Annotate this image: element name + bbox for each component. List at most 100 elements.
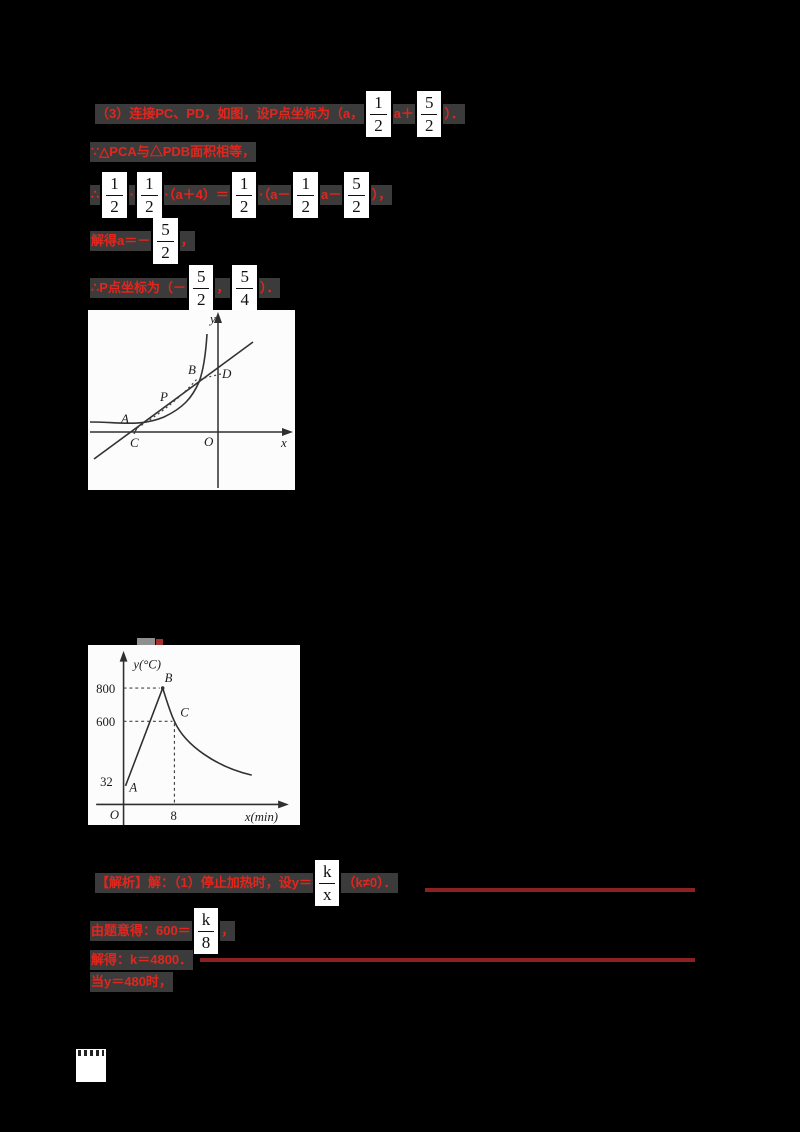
- math-text: a－: [319, 185, 343, 205]
- math-text: ）．: [443, 104, 465, 124]
- math-text: ，: [220, 921, 236, 941]
- y-axis-arrow-icon: [119, 650, 128, 662]
- fraction-numerator: 5: [236, 267, 253, 289]
- solution-line: （3）连接PC、PD，如图，设P点坐标为（a， 1 2 a＋ 5 2 ）．: [95, 88, 465, 140]
- fraction-denominator: 4: [240, 289, 249, 309]
- heating-line-AB: [124, 687, 164, 787]
- ytick-600: 600: [96, 715, 115, 729]
- fraction-numerator: 1: [106, 174, 123, 196]
- axis-label-x: x(min): [244, 810, 278, 824]
- fraction-numerator: 1: [297, 174, 314, 196]
- point-label-C: C: [180, 705, 189, 719]
- x-axis-arrow-icon: [278, 800, 289, 809]
- axis-label-x: x: [280, 435, 287, 450]
- fraction-denominator: 2: [374, 115, 383, 135]
- fraction-numerator: k: [197, 910, 215, 932]
- fraction-numerator: 5: [157, 220, 174, 242]
- solution-line: 由题意得：600＝ k 8，: [90, 905, 236, 957]
- math-text: ·（a－: [258, 185, 292, 205]
- fraction-numerator: 5: [348, 174, 365, 196]
- origin-label: O: [204, 434, 214, 449]
- fraction-numerator: 1: [370, 93, 387, 115]
- fraction-denominator: 2: [145, 196, 154, 216]
- fraction-denominator: 2: [239, 196, 249, 216]
- math-text: ∴: [90, 185, 101, 205]
- origin-label: O: [110, 808, 119, 822]
- point-label-P: P: [159, 389, 168, 404]
- math-text: 当y＝480时，: [90, 972, 173, 992]
- math-text: ∴P点坐标为（－: [90, 278, 187, 298]
- point-B-dot: [160, 686, 165, 690]
- page-corner-artifact: [76, 1049, 106, 1082]
- fraction-denominator: 8: [201, 932, 211, 952]
- scan-artifact: [137, 638, 155, 645]
- x-axis-arrow-icon: [282, 428, 293, 436]
- angle-tick: [133, 427, 138, 435]
- solution-line: ∵△PCA与△PDB面积相等，: [90, 142, 257, 162]
- solution-line: ∴P点坐标为（－ 5 2， 5 4 ）．: [90, 262, 281, 314]
- math-text: ）．: [258, 278, 281, 298]
- point-label-B: B: [188, 362, 196, 377]
- fraction-denominator: x: [322, 884, 332, 904]
- scan-artifact: [156, 639, 163, 645]
- solution-line: 当y＝480时，: [90, 972, 173, 992]
- fraction-denominator: 2: [424, 115, 434, 135]
- math-text: ，: [179, 231, 195, 251]
- fraction-numerator: 1: [141, 174, 158, 196]
- math-text: ·（a＋4）＝: [163, 185, 230, 205]
- fraction-denominator: 2: [161, 242, 170, 262]
- figure-line-hyperbola: y x O A C P B D: [88, 310, 295, 490]
- point-label-A: A: [128, 781, 137, 795]
- xtick-8: 8: [171, 809, 177, 823]
- math-text: （3）连接PC、PD，如图，设P点坐标为（a，: [95, 104, 365, 124]
- artifact-marks: [78, 1050, 104, 1056]
- math-text: 解得a＝－: [90, 231, 152, 251]
- solution-line: 解得a＝－ 5 2，: [90, 216, 195, 266]
- axis-label-y: y: [208, 311, 216, 326]
- point-label-A: A: [120, 411, 129, 426]
- math-text: （k≠0）．: [341, 873, 398, 893]
- hyperbola-curve: [89, 333, 208, 425]
- math-text: 由题意得：600＝: [90, 921, 192, 941]
- fraction-denominator: 2: [196, 289, 206, 309]
- point-label-C: C: [130, 435, 139, 450]
- ytick-32: 32: [100, 775, 113, 789]
- solution-line: ∴ 1 2 · 1 2 ·（a＋4）＝ 1 2 ·（a－ 1 2 a－ 5 2），: [90, 168, 393, 222]
- fraction-numerator: 5: [420, 93, 438, 115]
- cooling-curve-BC: [161, 687, 252, 776]
- fraction-denominator: 2: [352, 196, 361, 216]
- fraction-numerator: k: [318, 862, 336, 884]
- point-label-D: D: [221, 366, 232, 381]
- dotted-construction-line: [136, 373, 222, 429]
- ytick-800: 800: [96, 682, 115, 696]
- figure-temperature-time: y(°C) x(min) 800 600 32 O 8 A B C: [88, 645, 300, 825]
- math-text: ·: [128, 185, 136, 205]
- fraction-denominator: 2: [110, 196, 119, 216]
- y-axis-arrow-icon: [214, 312, 222, 323]
- math-text: ），: [370, 185, 393, 205]
- math-text: a＋: [392, 104, 415, 124]
- axis-label-y: y(°C): [131, 657, 161, 671]
- solution-line: 【解析】解：（1）停止加热时，设y＝ k x （k≠0）．: [95, 855, 398, 911]
- fraction-numerator: 5: [192, 267, 210, 289]
- point-label-B: B: [165, 671, 173, 685]
- red-underline: [200, 958, 695, 962]
- math-text: 【解析】解：（1）停止加热时，设y＝: [95, 873, 313, 893]
- red-underline: [425, 888, 695, 892]
- solution-line: 解得：k＝4800．: [90, 950, 194, 970]
- line-through-AB: [93, 341, 254, 460]
- fraction-numerator: 1: [235, 174, 253, 196]
